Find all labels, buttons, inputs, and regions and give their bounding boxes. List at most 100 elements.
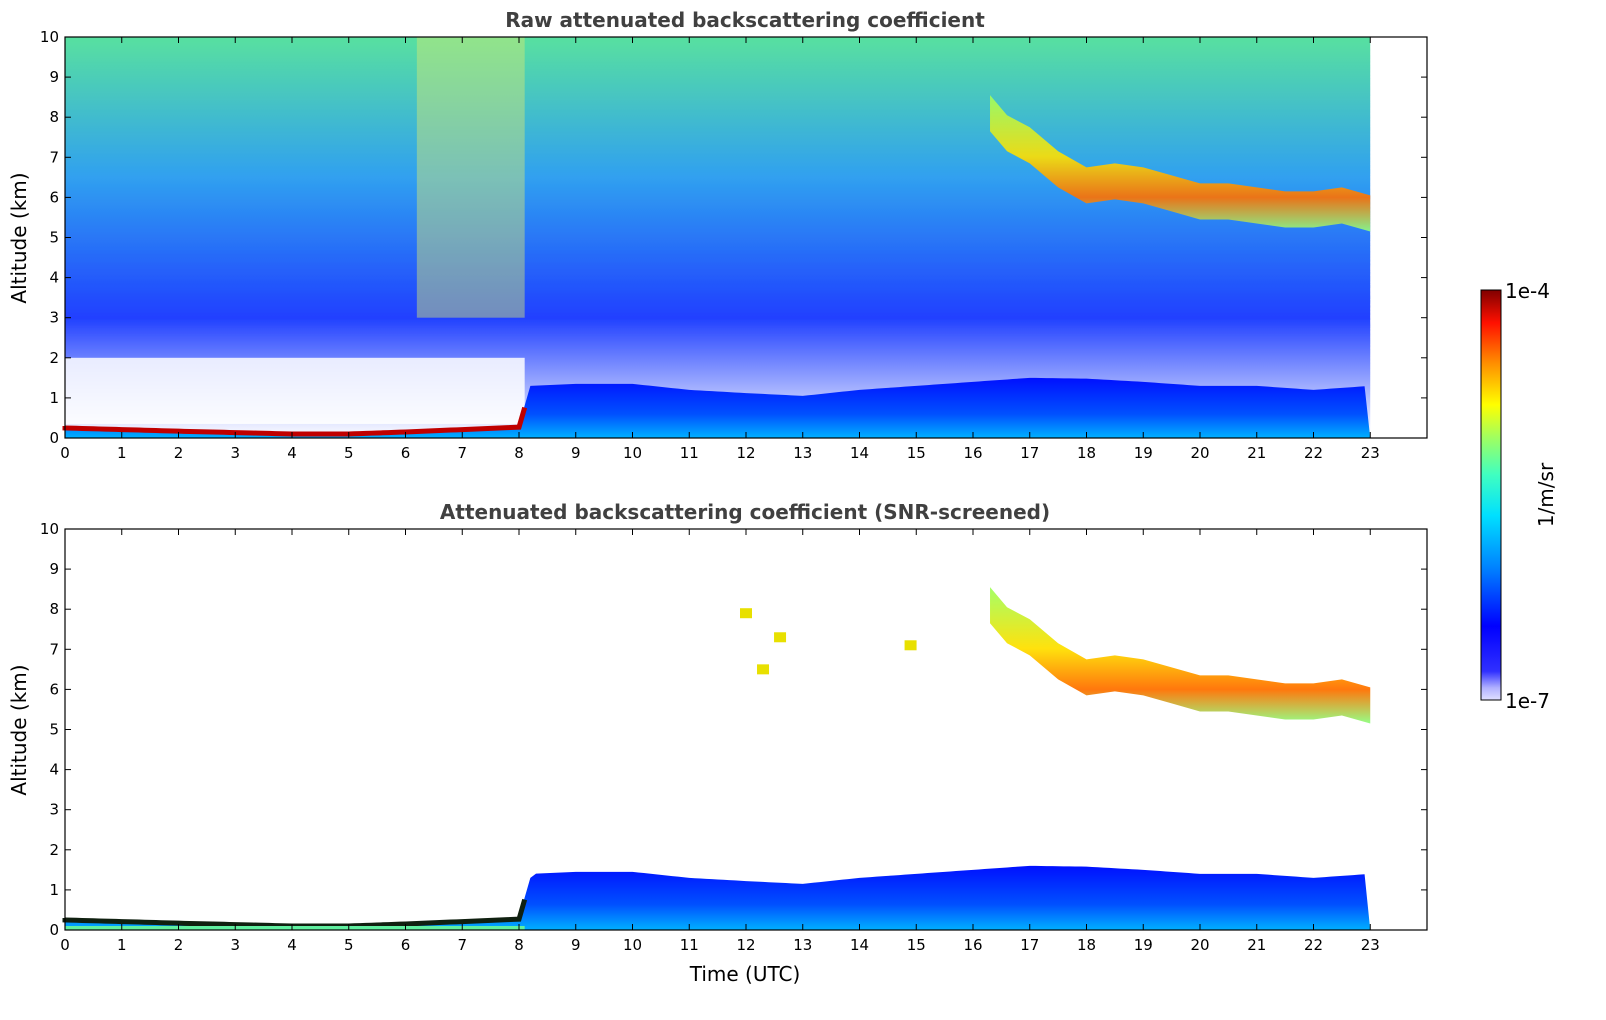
y-tick-label: 1	[49, 389, 59, 407]
y-tick-label: 10	[40, 28, 59, 46]
x-tick-label: 20	[1190, 936, 1209, 954]
y-tick-label: 5	[49, 721, 59, 739]
x-tick-label: 0	[60, 936, 70, 954]
x-tick-label: 3	[230, 444, 240, 462]
x-tick-label: 5	[344, 444, 354, 462]
panel-2-x-ticks: 0 1 2 3 4 5 6 7 8 9 10 11 12 13 14 15 16 17 18 19 20 21 22 23	[60, 529, 1380, 954]
cloud-patch	[740, 608, 752, 619]
x-tick-label: 22	[1304, 936, 1323, 954]
panel-1-y-axis-label: Altitude (km)	[7, 172, 31, 303]
x-tick-label: 17	[1020, 444, 1039, 462]
panel-2-y-ticks: 0 1 2 3 4 5 6 7 8 9 10	[40, 520, 1427, 939]
colorbar: 1e-4 1e-7 1/m/sr	[1480, 279, 1558, 713]
y-tick-label: 10	[40, 520, 59, 538]
cloud-patch	[904, 640, 917, 651]
x-tick-label: 23	[1361, 444, 1380, 462]
y-tick-label: 2	[49, 841, 59, 859]
x-tick-label: 3	[230, 936, 240, 954]
x-tick-label: 6	[401, 444, 411, 462]
y-tick-label: 6	[49, 680, 59, 698]
cloud-patch	[757, 664, 770, 675]
x-tick-label: 1	[117, 444, 127, 462]
x-tick-label: 2	[174, 936, 184, 954]
x-tick-label: 11	[680, 936, 699, 954]
x-tick-label: 19	[1134, 444, 1153, 462]
x-tick-label: 9	[571, 936, 581, 954]
x-tick-label: 5	[344, 936, 354, 954]
x-tick-label: 8	[514, 444, 524, 462]
x-tick-label: 4	[287, 936, 297, 954]
x-tick-label: 22	[1304, 444, 1323, 462]
x-tick-label: 14	[850, 444, 869, 462]
x-tick-label: 16	[963, 936, 982, 954]
cirrus-cloud	[990, 95, 1371, 232]
screened-backscatter-panel: Attenuated backscattering coefficient (S…	[7, 500, 1428, 986]
y-tick-label: 2	[49, 349, 59, 367]
raw-backscatter-heatmap	[62, 37, 1371, 438]
y-tick-label: 9	[49, 560, 59, 578]
x-tick-label: 14	[850, 936, 869, 954]
x-tick-label: 8	[514, 936, 524, 954]
panel-2-frame	[64, 528, 1428, 931]
y-tick-label: 7	[49, 640, 59, 658]
surface-layer-line	[62, 898, 528, 929]
x-tick-label: 18	[1077, 936, 1096, 954]
x-tick-label: 12	[736, 936, 755, 954]
cirrus-cloud	[990, 587, 1371, 724]
colorbar-min-label: 1e-7	[1505, 689, 1550, 713]
x-tick-label: 10	[623, 936, 642, 954]
x-tick-label: 15	[907, 936, 926, 954]
screened-backscatter-heatmap	[62, 587, 1371, 930]
x-tick-label: 13	[793, 444, 812, 462]
y-tick-label: 3	[49, 801, 59, 819]
x-tick-label: 9	[571, 444, 581, 462]
colorbar-gradient	[1480, 289, 1502, 701]
y-tick-label: 4	[49, 269, 59, 287]
raw-backscatter-panel: Raw attenuated backscattering coefficien…	[7, 8, 1428, 462]
x-tick-label: 7	[457, 444, 467, 462]
x-tick-label: 2	[174, 444, 184, 462]
y-tick-label: 6	[49, 188, 59, 206]
x-tick-label: 18	[1077, 444, 1096, 462]
x-tick-label: 16	[963, 444, 982, 462]
y-tick-label: 5	[49, 229, 59, 247]
x-tick-label: 21	[1247, 936, 1266, 954]
solar-noise-band	[416, 37, 525, 318]
x-tick-label: 0	[60, 444, 70, 462]
x-axis-label: Time (UTC)	[689, 962, 801, 986]
x-tick-label: 6	[401, 936, 411, 954]
y-tick-label: 0	[49, 429, 59, 447]
x-tick-label: 11	[680, 444, 699, 462]
y-tick-label: 7	[49, 148, 59, 166]
x-tick-label: 7	[457, 936, 467, 954]
boundary-layer	[65, 377, 1371, 438]
y-tick-label: 9	[49, 68, 59, 86]
x-tick-label: 20	[1190, 444, 1209, 462]
panel-2-title: Attenuated backscattering coefficient (S…	[440, 500, 1050, 524]
x-tick-label: 23	[1361, 936, 1380, 954]
x-tick-label: 21	[1247, 444, 1266, 462]
panel-2-y-axis-label: Altitude (km)	[7, 664, 31, 795]
x-tick-label: 10	[623, 444, 642, 462]
x-tick-label: 13	[793, 936, 812, 954]
cloud-patch	[774, 632, 787, 643]
colorbar-unit-label: 1/m/sr	[1534, 462, 1558, 527]
y-tick-label: 1	[49, 881, 59, 899]
x-tick-label: 17	[1020, 936, 1039, 954]
panel-1-x-ticks: 0 1 2 3 4 5 6 7 8 9 10 11 12 13 14 15 16 17 18 19 20 21 22 23	[60, 37, 1380, 462]
x-tick-label: 15	[907, 444, 926, 462]
y-tick-label: 0	[49, 921, 59, 939]
x-tick-label: 19	[1134, 936, 1153, 954]
panel-1-y-ticks: 0 1 2 3 4 5 6 7 8 9 10	[40, 28, 1427, 447]
x-tick-label: 1	[117, 936, 127, 954]
colorbar-max-label: 1e-4	[1505, 279, 1550, 303]
x-tick-label: 12	[736, 444, 755, 462]
y-tick-label: 8	[49, 108, 59, 126]
boundary-layer	[65, 865, 1371, 930]
y-tick-label: 4	[49, 761, 59, 779]
y-tick-label: 8	[49, 600, 59, 618]
low-signal-region	[65, 357, 525, 424]
y-tick-label: 3	[49, 309, 59, 327]
x-tick-label: 4	[287, 444, 297, 462]
